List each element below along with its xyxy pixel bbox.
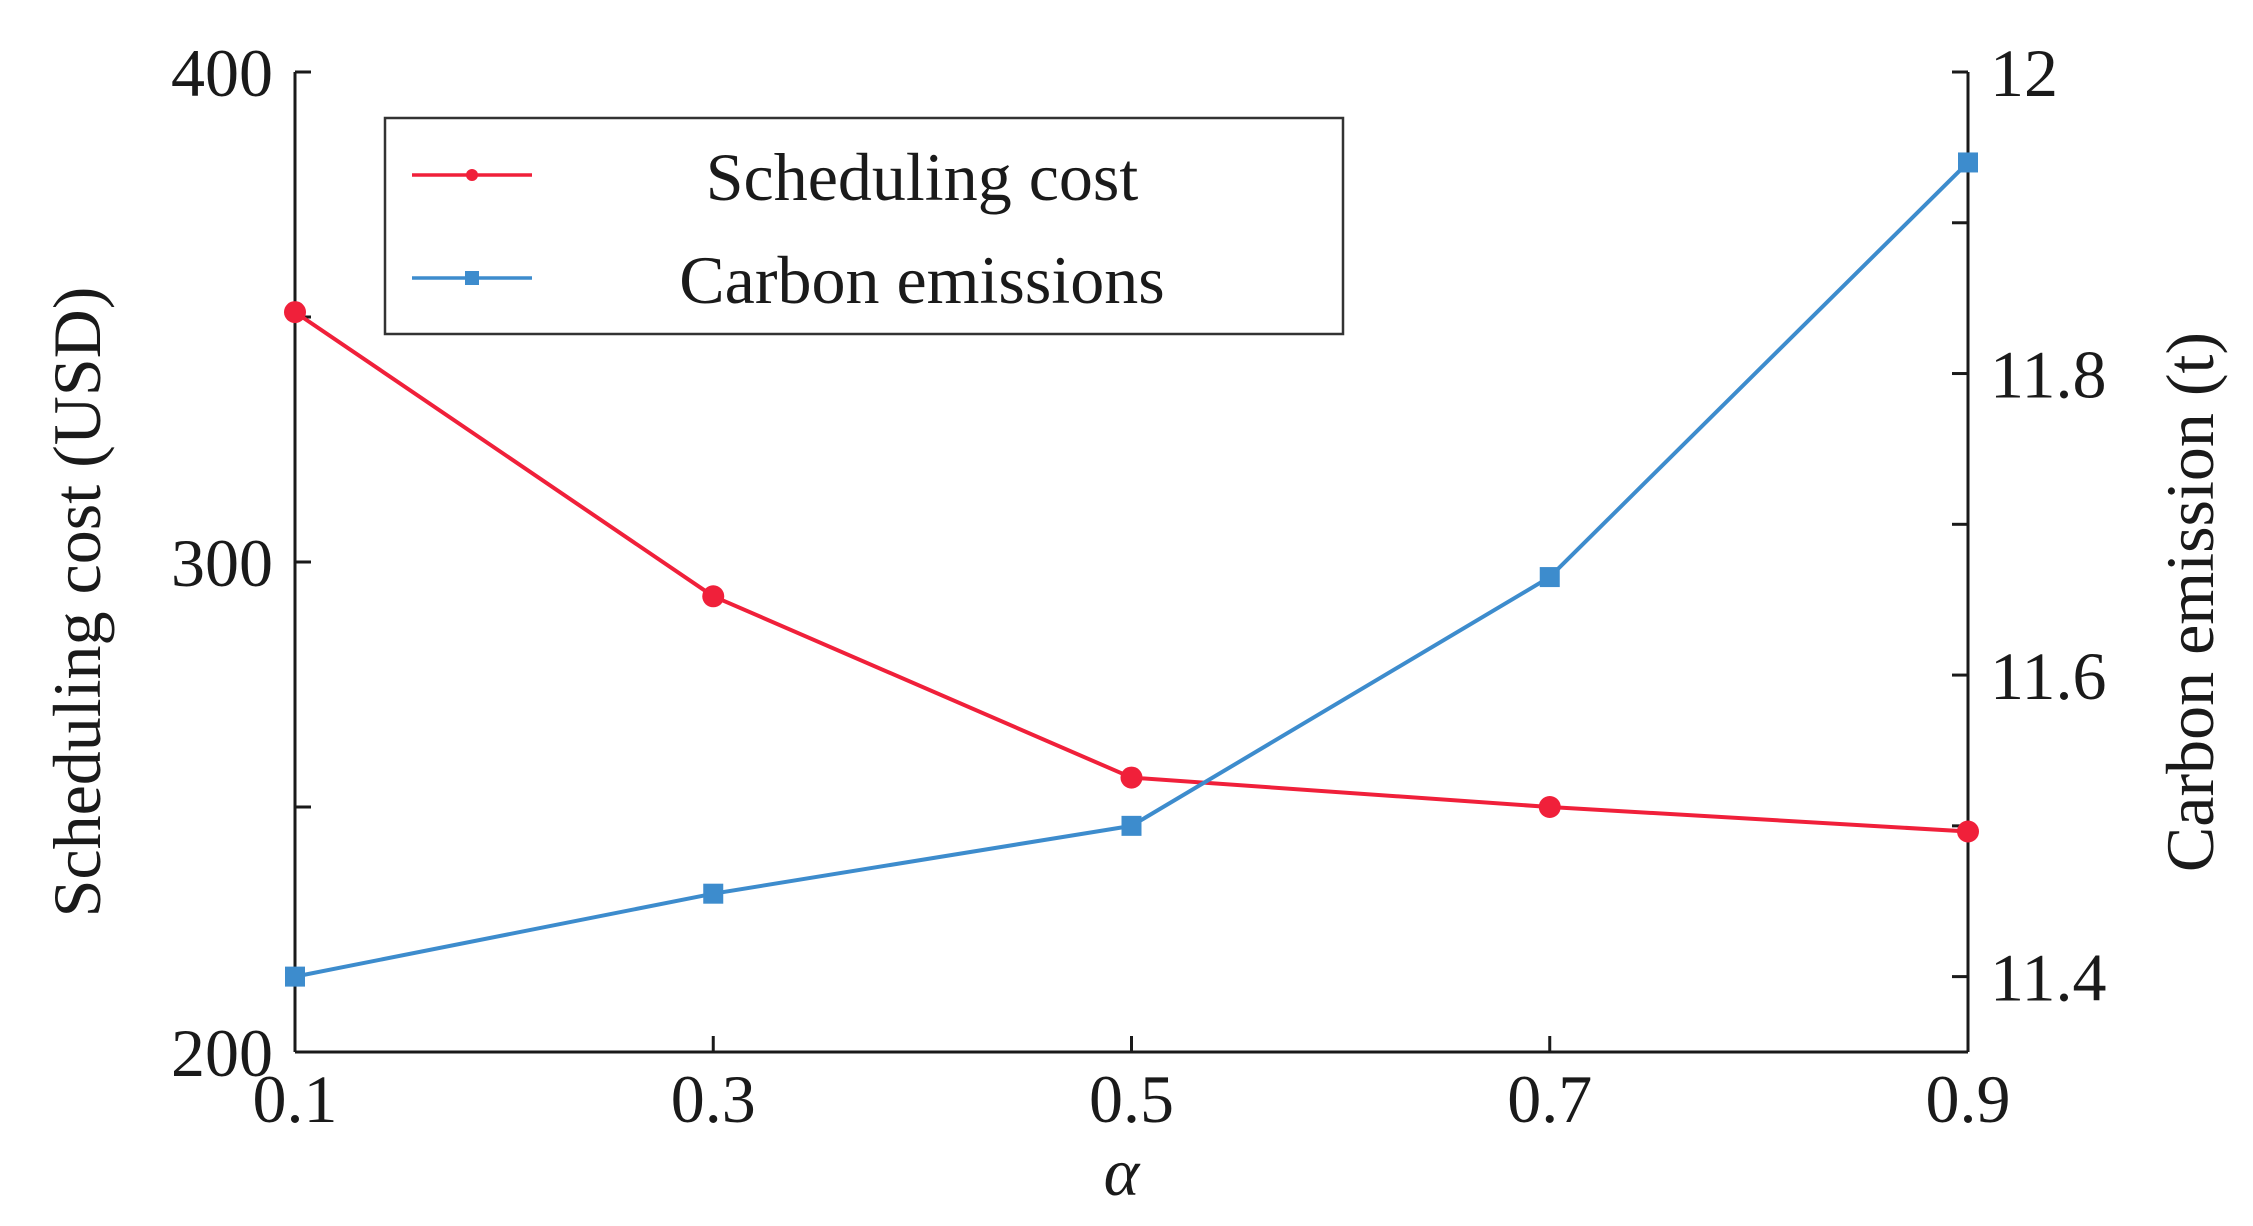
legend-label-carbon-emissions: Carbon emissions — [679, 242, 1164, 318]
x-tick-label: 0.9 — [1926, 1061, 2011, 1137]
left-y-axis-title: Scheduling cost (USD) — [39, 287, 115, 918]
series-layer — [284, 152, 1979, 987]
legend-marker-scheduling-cost — [466, 169, 478, 181]
data-point-scheduling-cost — [1120, 766, 1143, 789]
right-y-tick-label: 11.8 — [1990, 337, 2106, 413]
right-y-axis-title: Carbon emission (t) — [2152, 332, 2228, 872]
axes: 0.1 0.3 0.5 0.7 0.9 200 300 400 11.4 11.6 11.8 12 α S… — [39, 35, 2228, 1210]
right-y-tick-label: 11.4 — [1990, 940, 2106, 1016]
legend: Scheduling cost Carbon emissions — [383, 116, 1345, 336]
x-tick-label: 0.3 — [671, 1061, 756, 1137]
legend-box — [383, 116, 1345, 336]
series-line-scheduling-cost — [293, 310, 1969, 834]
x-tick-label: 0.5 — [1089, 1061, 1174, 1137]
data-point-scheduling-cost — [284, 301, 306, 324]
data-point-carbon-emissions — [703, 883, 724, 904]
data-point-carbon-emissions — [285, 966, 305, 987]
legend-marker-carbon-emissions — [465, 271, 479, 285]
x-tick-label: 0.1 — [253, 1061, 338, 1137]
left-y-tick-label: 300 — [171, 525, 273, 601]
data-point-scheduling-cost — [702, 585, 725, 608]
left-y-tick-label: 200 — [171, 1015, 273, 1091]
data-point-carbon-emissions — [1958, 152, 1978, 173]
data-point-carbon-emissions — [1539, 567, 1560, 588]
left-y-tick-label: 400 — [171, 35, 273, 111]
data-point-carbon-emissions — [1121, 815, 1142, 836]
legend-label-scheduling-cost: Scheduling cost — [706, 139, 1139, 215]
right-y-tick-label: 12 — [1990, 35, 2058, 111]
x-axis-title: α — [1104, 1134, 1141, 1210]
data-point-scheduling-cost — [1957, 820, 1979, 843]
right-y-tick-label: 11.6 — [1990, 638, 2106, 714]
x-tick-label: 0.7 — [1507, 1061, 1592, 1137]
data-point-scheduling-cost — [1538, 796, 1561, 818]
